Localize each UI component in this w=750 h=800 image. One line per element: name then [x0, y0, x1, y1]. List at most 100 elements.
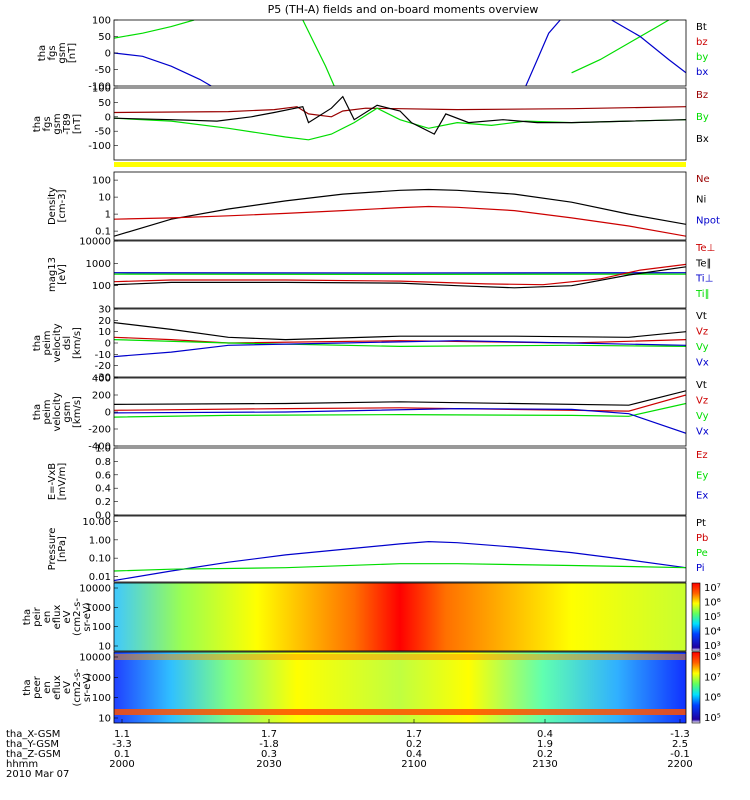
y-tick-label: 1 [105, 210, 111, 221]
y-axis-label-line: [eV] [57, 264, 68, 285]
y-tick-label: 10 [98, 193, 111, 204]
y-axis-label-line: sr-eV) [82, 673, 93, 702]
x-axis-value: 2200 [667, 759, 692, 770]
x-axis-value: 0.4 [406, 749, 422, 760]
x-axis-value: -1.3 [670, 729, 690, 740]
colorbar-tick-label: 10⁴ [704, 627, 721, 638]
y-axis-label-line: tha [37, 45, 48, 61]
y-tick-label: 0.01 [89, 572, 111, 583]
y-axis-label-line: velocity [52, 392, 63, 431]
colorbar-tick-label: 10⁶ [704, 693, 721, 704]
series-line-blue [114, 52, 212, 86]
x-axis-row-label: tha_X-GSM [6, 729, 60, 740]
legend-entry: Vt [696, 380, 707, 391]
y-tick-label: 10000 [79, 584, 111, 595]
y-axis-label-line: [nT] [67, 43, 78, 63]
legend-entry: Npot [696, 215, 720, 226]
y-tick-label: 1000 [86, 603, 111, 614]
y-axis-label-line: (cm2-s- [72, 668, 83, 706]
x-axis-value: -3.3 [112, 739, 132, 750]
x-axis-value: 1.9 [537, 739, 553, 750]
x-axis-value: 0.2 [537, 749, 553, 760]
series-line-green [114, 339, 686, 348]
panel-efield: 1.0 0.8 0.6 0.4 0.2 0.0 E=-VxB [mV/m] Ez Ey Ex [47, 444, 708, 522]
series-line-black [114, 95, 686, 135]
colorbar-tick-label: 10⁶ [704, 598, 721, 609]
y-tick-label: 20 [98, 316, 111, 327]
y-axis-label-line: tha [32, 404, 43, 420]
legend-entry: Ez [696, 450, 708, 461]
y-tick-label: 100 [92, 84, 111, 95]
y-tick-label: 1.00 [89, 535, 111, 546]
y-axis-label-line: peim [42, 399, 53, 424]
y-axis-label: tha peir en eflux eV (cm2-s-sr-eV) [22, 598, 93, 636]
y-tick-label: 0.8 [95, 457, 111, 468]
panel-frame [113, 87, 687, 161]
y-axis-label-line: [km/s] [72, 327, 83, 359]
y-axis-label-line: tha [32, 116, 43, 132]
series-line-blue [525, 20, 561, 86]
x-axis-value: 1.1 [114, 729, 130, 740]
y-tick-label: 0 [105, 49, 111, 60]
x-axis-value: 2100 [401, 759, 426, 770]
legend-entry: Pi [696, 563, 705, 574]
panel-fgs2: 100 50 0 -50 -100 tha fgs gsm -T89 [nT] Bz By Bx [32, 84, 709, 167]
legend-entry: Vt [696, 311, 707, 322]
series-line-blue [611, 20, 686, 74]
series-line-green [302, 20, 335, 86]
y-axis-label: tha fgs gsm -T89 [nT] [32, 113, 83, 135]
spectrogram-band [114, 654, 686, 660]
y-axis-label-line: sr-eV) [82, 602, 93, 631]
series-line-blue [114, 340, 686, 358]
panel-frame [113, 651, 687, 724]
legend-entry: Vy [696, 411, 709, 422]
colorbar-tick-label: 10⁷ [704, 583, 721, 594]
series-line-red [114, 205, 686, 237]
legend-entry: Bx [696, 134, 709, 145]
series-line-red [114, 336, 686, 344]
legend-entry: Pb [696, 533, 708, 544]
x-axis-value: -0.1 [670, 749, 690, 760]
y-axis-label-line: [cm-3] [57, 189, 68, 222]
legend-entry: Ti∥ [695, 289, 710, 300]
y-tick-label: 1000 [86, 259, 111, 270]
x-axis-row-label: tha_Z-GSM [6, 749, 61, 760]
x-axis-row-label: hhmm [6, 759, 38, 770]
x-axis-row-label: tha_Y-GSM [6, 739, 59, 750]
panel-ion-spectrogram: 10⁷ 10⁶ 10⁵ 10⁴ 10³ 10000 1000 100 10 tha peir en ef… [22, 582, 721, 653]
x-axis-value: -1.8 [259, 739, 279, 750]
y-tick-label: 10 [98, 642, 111, 653]
y-tick-label: 400 [92, 374, 111, 385]
y-axis-label-line: dsl [62, 336, 73, 350]
y-axis-label-line: gsm [62, 401, 73, 422]
plot-date: 2010 Mar 07 [6, 769, 69, 780]
x-axis-value: 2030 [256, 759, 281, 770]
y-axis-label-line: [nT] [72, 114, 83, 134]
legend-entry: Ne [696, 174, 710, 185]
y-axis-label: Pressure [nPa] [47, 528, 68, 571]
legend-entry: Vy [696, 342, 709, 353]
y-axis-label-line: eflux [52, 675, 63, 700]
series-line-darkred [114, 106, 686, 118]
y-axis-label-line: gsm [57, 42, 68, 63]
y-axis-label-line: (cm2-s- [72, 598, 83, 636]
y-axis-label-line: peim [42, 330, 53, 355]
y-axis-label-line: en [42, 681, 53, 694]
y-tick-label: 1000 [86, 673, 111, 684]
legend-entry: Bz [696, 90, 708, 101]
y-axis-label-line: tha [22, 679, 33, 695]
legend-entry: Te⊥ [695, 243, 715, 254]
x-axis-value: 1.7 [261, 729, 277, 740]
y-tick-label: 10000 [79, 653, 111, 664]
y-tick-label: 100 [92, 281, 111, 292]
x-axis-value: 0.1 [114, 749, 130, 760]
y-tick-label: 10000 [79, 237, 111, 248]
legend-entry: Pt [696, 518, 706, 529]
y-axis-label-line: en [42, 611, 53, 624]
y-tick-label: -30 [95, 373, 111, 384]
spectrogram-image [114, 583, 686, 651]
y-tick-label: 30 [98, 305, 111, 316]
y-tick-label: 0 [105, 112, 111, 123]
series-line-green [114, 107, 686, 141]
x-axis-value: 0.3 [261, 749, 277, 760]
